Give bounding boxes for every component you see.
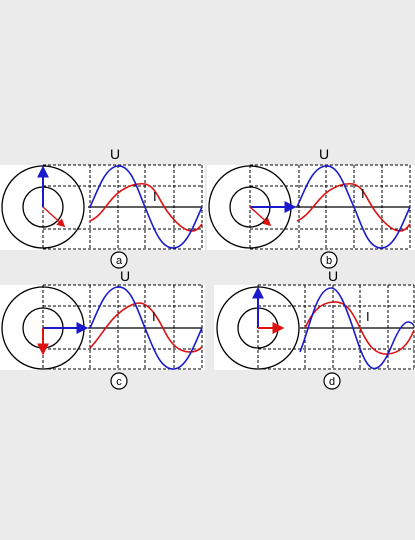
panel-a: U I a xyxy=(0,146,205,269)
voltage-label: U xyxy=(120,268,130,284)
current-wave xyxy=(304,301,415,355)
panel-c: U I c xyxy=(0,268,205,390)
current-wave xyxy=(296,182,411,232)
voltage-wave xyxy=(296,165,411,249)
panel-label-ring xyxy=(110,372,128,390)
current-label: I xyxy=(366,309,370,324)
voltage-wave xyxy=(299,287,415,370)
voltage-label: U xyxy=(319,146,329,162)
panel-label-ring xyxy=(323,372,341,390)
panel-label: c xyxy=(116,376,122,388)
panel-b: U I b xyxy=(207,146,415,269)
current-label: I xyxy=(361,186,365,201)
panel-d: U I d xyxy=(214,268,415,390)
panel-label-ring xyxy=(320,251,338,269)
voltage-wave xyxy=(89,165,203,249)
voltage-wave xyxy=(89,286,203,370)
current-phasor xyxy=(249,206,272,227)
panel-label: d xyxy=(329,376,335,388)
current-label: I xyxy=(152,309,156,324)
panel-label-ring xyxy=(110,251,128,269)
voltage-label: U xyxy=(328,268,338,284)
current-phasor xyxy=(42,206,66,228)
current-label: I xyxy=(153,189,157,204)
voltage-label: U xyxy=(110,146,120,162)
panel-label: a xyxy=(116,255,123,267)
panel-label: b xyxy=(326,255,332,267)
current-wave-shaped xyxy=(89,182,203,232)
